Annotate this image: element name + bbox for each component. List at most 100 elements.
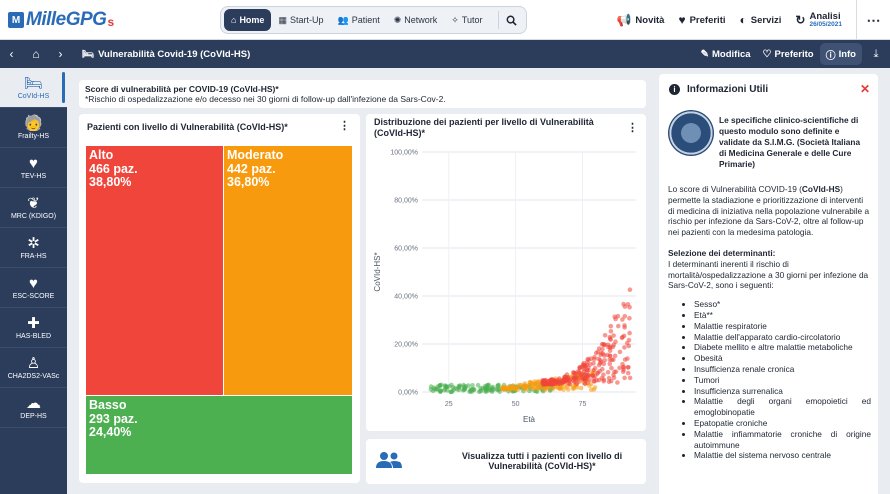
- scatter-point-alto: [609, 365, 614, 371]
- info-panel: i Informazioni Utili ✕ Le specifiche cli…: [659, 74, 878, 494]
- forward-arrow-icon[interactable]: ›: [58, 47, 63, 61]
- scatter-point-alto: [621, 301, 626, 307]
- intro-text-b: CoVId-HS: [801, 184, 841, 194]
- y-tick-label: 40,00%: [394, 294, 418, 301]
- score-title: Score di vulnerabilità per COVID-19 (CoV…: [85, 84, 279, 94]
- nav-patient[interactable]: 👥 Patient: [330, 9, 386, 31]
- treemap-menu-button[interactable]: ⋮: [339, 119, 350, 132]
- ellipsis-icon: ⋯: [866, 11, 881, 28]
- module-title: 🛏 Vulnerabilità Covid-19 (CoVId-HS): [82, 49, 250, 60]
- scatter-point-moderato: [513, 386, 519, 392]
- scatter-point-alto: [611, 333, 616, 338]
- nav-network-label: Network: [404, 15, 438, 25]
- heart-pulse-icon: ♥: [29, 154, 38, 172]
- cell-level: Basso: [89, 398, 127, 412]
- sidebar-item-cha2ds2-vasc[interactable]: ♙ CHA2DS2-VASc: [0, 348, 67, 388]
- search-button[interactable]: [499, 15, 523, 26]
- analisi-date: 26/05/2021: [809, 20, 842, 28]
- nav-home-label: Home: [239, 15, 265, 25]
- sidebar-item-label: DEP-HS: [20, 412, 47, 420]
- view-patients-text: Visualizza tutti i pazienti con livello …: [442, 451, 642, 471]
- scatter-point-alto: [608, 378, 614, 384]
- scatter-point-basso: [475, 382, 481, 388]
- scatter-point-alto: [625, 370, 631, 376]
- simg-seal-logo: [668, 110, 714, 156]
- scatter-point-alto: [617, 349, 623, 355]
- info-icon: i: [669, 83, 680, 95]
- y-tick-label: 20,00%: [394, 342, 418, 349]
- kidneys-icon: ❦: [27, 194, 40, 212]
- scatter-point-alto: [613, 339, 618, 344]
- scatter-point-alto: [583, 376, 588, 381]
- cell-patients: 466 paz.: [89, 161, 138, 176]
- servizi-button[interactable]: ◐ Servizi: [740, 13, 782, 27]
- scatter-point-alto: [621, 364, 627, 370]
- scatter-point-alto: [586, 367, 591, 373]
- x-tick-label: 25: [445, 401, 453, 408]
- scatter-point-basso: [476, 389, 482, 395]
- nav-home[interactable]: ⌂ Home: [224, 9, 272, 31]
- logo-text: MilleGPG: [26, 9, 107, 30]
- scatter-point-alto: [579, 364, 585, 370]
- scatter-point-alto: [622, 325, 627, 330]
- sidebar-item-frailty-hs[interactable]: 🧓 Frailty-HS: [0, 108, 67, 148]
- novita-button[interactable]: 📢 Novità: [616, 13, 664, 27]
- treemap-cell-basso[interactable]: Basso 293 paz. 24,40%: [86, 395, 352, 474]
- scatter-point-alto: [602, 358, 607, 363]
- more-menu-button[interactable]: ⋯: [856, 0, 890, 40]
- modifica-button[interactable]: ✎ Modifica: [695, 43, 757, 65]
- sidebar-item-has-bled[interactable]: ✚ HAS-BLED: [0, 308, 67, 348]
- determinanti-title: Selezione dei determinanti:: [668, 247, 776, 258]
- determinanti-text: I determinanti inerenti il rischio di mo…: [668, 258, 869, 291]
- scatter-point-alto: [622, 375, 627, 381]
- sidebar-item-fra-hs[interactable]: ✲ FRA-HS: [0, 228, 67, 268]
- novita-label: Novità: [635, 14, 665, 26]
- score-description: Score di vulnerabilità per COVID-19 (CoV…: [79, 80, 646, 108]
- sidebar-item-dep-hs[interactable]: ☁ DEP-HS: [0, 388, 67, 428]
- nav-network[interactable]: ✺ Network: [387, 9, 445, 31]
- app-logo[interactable]: M MilleGPG s: [8, 8, 114, 32]
- scatter-point-alto: [601, 379, 606, 384]
- scatter-point-basso: [495, 387, 500, 393]
- info-button[interactable]: ⓘ Info: [819, 43, 862, 65]
- sidebar-item-tev-hs[interactable]: ♥ TEV-HS: [0, 148, 67, 188]
- sidebar-item-esc-score[interactable]: ♥ ESC-SCORE: [0, 268, 67, 308]
- info-panel-header: i Informazioni Utili ✕: [669, 82, 870, 96]
- x-axis-label: Età: [523, 415, 536, 424]
- preferito-button[interactable]: ♡ Preferito: [757, 43, 820, 65]
- preferiti-button[interactable]: ♥ Preferiti: [678, 13, 725, 27]
- scatter-point-alto: [607, 361, 613, 367]
- nav-tutor[interactable]: ✧ Tutor: [444, 9, 489, 31]
- info-label: Info: [838, 48, 856, 60]
- analisi-button[interactable]: ↻ Analisi 26/05/2021: [795, 12, 842, 28]
- kebab-icon: ⋮: [627, 122, 638, 134]
- scatter-menu-button[interactable]: ⋮: [627, 121, 638, 134]
- scatter-point-basso: [483, 389, 488, 394]
- cell-percent: 24,40%: [89, 425, 132, 439]
- download-button[interactable]: ⤓: [862, 48, 890, 61]
- info-determinanti: Selezione dei determinanti: I determinant…: [668, 248, 871, 291]
- treemap-cell-alto[interactable]: Alto 466 paz. 38,80%: [86, 146, 223, 395]
- scatter-point-moderato: [578, 385, 584, 391]
- scatter-point-alto: [625, 302, 631, 307]
- sidebar-item-label: HAS-BLED: [15, 332, 51, 340]
- sidebar-item-covid-hs[interactable]: 🛏 CoVId-HS: [0, 68, 67, 108]
- sidebar-item-mrc-kdigo[interactable]: ❦ MRC (KDIGO): [0, 188, 67, 228]
- vulnerability-treemap: Alto 466 paz. 38,80% Moderato 442 paz. 3…: [86, 146, 352, 474]
- home-icon[interactable]: ⌂: [32, 47, 40, 61]
- intro-text-c: ) permette la stadiazione e prioritizzaz…: [668, 184, 870, 238]
- scatter-point-alto: [608, 323, 614, 329]
- treemap-cell-moderato[interactable]: Moderato 442 paz. 36,80%: [223, 146, 352, 395]
- close-icon[interactable]: ✕: [859, 82, 870, 96]
- scatter-point-alto: [605, 370, 611, 375]
- back-arrow-icon[interactable]: ‹: [9, 47, 14, 61]
- nav-startup[interactable]: ▦ Start-Up: [271, 9, 330, 31]
- scatter-point-basso: [450, 385, 456, 390]
- scatter-point-moderato: [518, 382, 523, 388]
- servizi-label: Servizi: [750, 14, 782, 26]
- scatter-point-alto: [602, 333, 608, 338]
- view-patients-card[interactable]: Visualizza tutti i pazienti con livello …: [366, 439, 646, 484]
- scatter-point-alto: [592, 365, 598, 371]
- x-tick-label: 75: [579, 401, 587, 408]
- scatter-point-moderato: [524, 386, 530, 392]
